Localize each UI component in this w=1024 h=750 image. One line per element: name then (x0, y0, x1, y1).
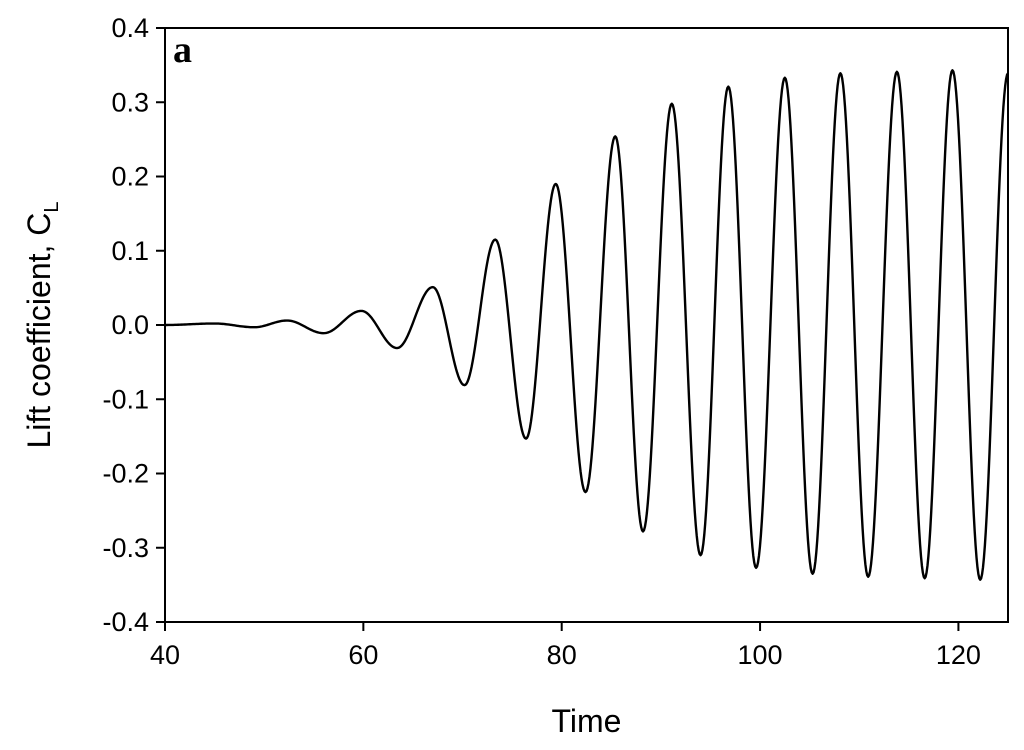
y-tick-label: 0.0 (111, 310, 149, 340)
y-tick-label: -0.1 (102, 384, 149, 414)
x-tick-label: 80 (547, 640, 577, 670)
y-tick-label: 0.4 (111, 13, 149, 43)
y-tick-label: 0.3 (111, 87, 149, 117)
y-axis-ticks: -0.4 -0.3 -0.2 -0.1 0.0 0.1 0.2 0.3 0.4 (102, 13, 165, 637)
x-tick-label: 100 (738, 640, 783, 670)
x-axis-ticks: 40 60 80 100 120 (150, 622, 981, 670)
y-tick-label: -0.3 (102, 533, 149, 563)
y-tick-label: 0.2 (111, 162, 149, 192)
panel-label: a (173, 29, 192, 71)
y-axis-title: Lift coefficient, CL (21, 201, 63, 448)
x-tick-label: 60 (348, 640, 378, 670)
y-tick-label: 0.1 (111, 236, 149, 266)
y-axis-title-subscript: L (41, 201, 63, 212)
series-line (165, 69, 1009, 581)
x-tick-label: 40 (150, 640, 180, 670)
y-axis-title-main: Lift coefficient, C (21, 213, 57, 449)
x-tick-label: 120 (936, 640, 981, 670)
y-tick-label: -0.4 (102, 607, 149, 637)
y-tick-label: -0.2 (102, 459, 149, 489)
x-axis-title: Time (552, 703, 622, 739)
